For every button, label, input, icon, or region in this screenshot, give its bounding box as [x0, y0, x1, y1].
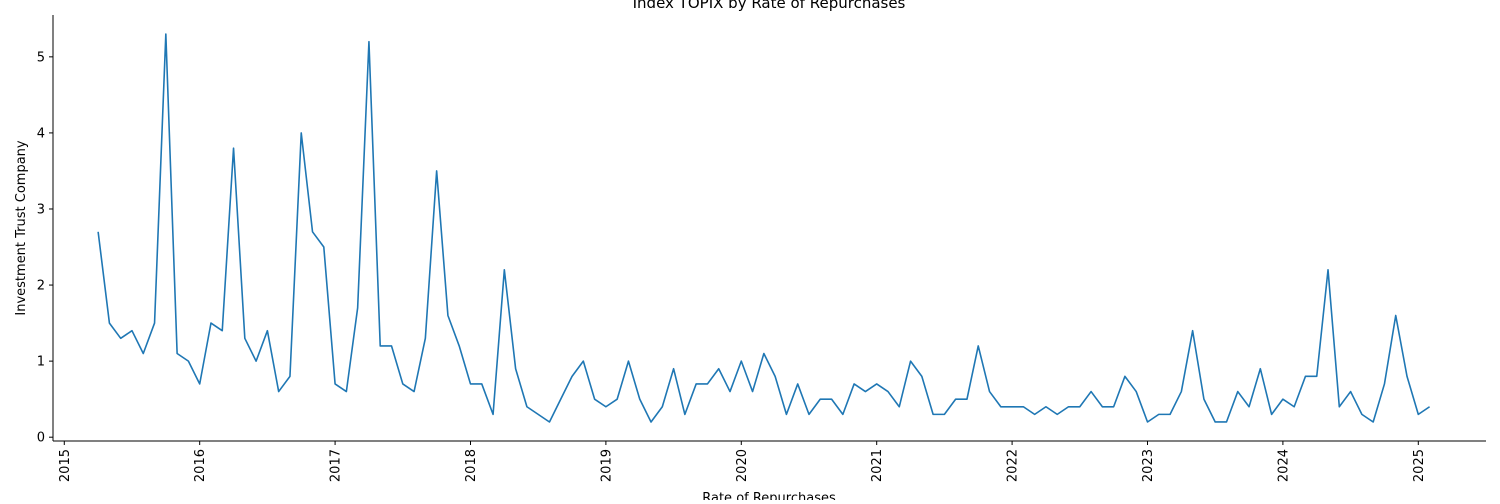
x-tick-label: 2019: [599, 449, 614, 482]
y-tick-label: 5: [37, 50, 45, 65]
x-tick-label: 2018: [464, 449, 479, 482]
y-tick-label: 2: [37, 279, 45, 294]
y-axis-ticks: 0 1 2 3 4 5: [37, 50, 53, 446]
x-tick-label: 2025: [1412, 449, 1427, 482]
chart-title: Index TOPIX by Rate of Repurchases: [633, 0, 906, 12]
x-tick-label: 2020: [735, 449, 750, 482]
x-tick-label: 2023: [1141, 449, 1156, 482]
x-tick-label: 2022: [1006, 449, 1021, 482]
x-tick-label: 2015: [58, 449, 73, 482]
series-line-0: [97, 33, 1431, 423]
x-axis-title: Rate of Repurchases: [702, 491, 836, 500]
plot-area: [97, 33, 1431, 423]
x-tick-label: 2016: [193, 449, 208, 482]
y-tick-label: 3: [37, 202, 45, 217]
y-tick-label: 4: [37, 126, 45, 141]
x-tick-label: 2021: [870, 449, 885, 482]
y-tick-label: 1: [37, 355, 45, 370]
y-axis-title: Investment Trust Company: [14, 140, 29, 316]
x-axis-ticks: 2015 2016 2017 2018 2019 2020 2021 2022 2023 2024…: [58, 441, 1427, 482]
x-tick-label: 2017: [329, 449, 344, 482]
y-tick-label: 0: [37, 431, 45, 446]
x-tick-label: 2024: [1276, 449, 1291, 482]
